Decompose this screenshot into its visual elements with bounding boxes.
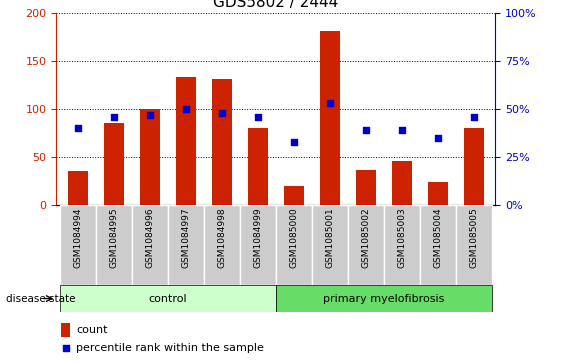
Bar: [420, 205, 456, 285]
Bar: [132, 205, 168, 285]
Bar: [384, 205, 420, 285]
Bar: [104, 123, 124, 205]
Text: GSM1084998: GSM1084998: [217, 208, 226, 268]
Bar: [464, 128, 484, 205]
Bar: [456, 205, 492, 285]
Point: [217, 110, 226, 116]
Point: [470, 114, 479, 119]
Point: [434, 135, 443, 140]
Text: GSM1085000: GSM1085000: [289, 208, 298, 268]
Bar: [248, 128, 268, 205]
Text: GSM1085001: GSM1085001: [325, 208, 334, 268]
Bar: [61, 323, 70, 337]
Text: GSM1085002: GSM1085002: [361, 208, 370, 268]
Text: GSM1084999: GSM1084999: [253, 208, 262, 268]
Point: [73, 125, 82, 131]
Bar: [428, 182, 448, 205]
Text: GSM1084997: GSM1084997: [181, 208, 190, 268]
Bar: [348, 205, 384, 285]
Bar: [212, 79, 232, 205]
Text: GSM1085003: GSM1085003: [397, 208, 406, 268]
Bar: [356, 170, 376, 205]
Bar: [240, 205, 276, 285]
Text: disease state: disease state: [6, 294, 75, 303]
Text: GSM1084994: GSM1084994: [73, 208, 82, 268]
Bar: [276, 205, 312, 285]
Bar: [176, 77, 196, 205]
Text: GSM1085004: GSM1085004: [434, 208, 443, 268]
Point: [253, 114, 262, 119]
Title: GDS5802 / 2444: GDS5802 / 2444: [213, 0, 338, 10]
Bar: [392, 161, 412, 205]
Point: [397, 127, 406, 133]
Bar: [140, 109, 160, 205]
Text: GSM1084995: GSM1084995: [109, 208, 118, 268]
Point: [109, 114, 118, 119]
Text: GSM1085005: GSM1085005: [470, 208, 479, 268]
Point: [361, 127, 370, 133]
Bar: [276, 285, 492, 312]
Point: [325, 100, 334, 106]
Text: percentile rank within the sample: percentile rank within the sample: [76, 343, 264, 353]
Bar: [68, 171, 88, 205]
Bar: [60, 285, 276, 312]
Bar: [312, 205, 348, 285]
Point: [61, 345, 70, 351]
Bar: [96, 205, 132, 285]
Point: [181, 106, 190, 112]
Bar: [60, 205, 96, 285]
Point: [145, 112, 154, 118]
Text: count: count: [76, 325, 108, 335]
Bar: [320, 31, 339, 205]
Bar: [284, 186, 304, 205]
Text: primary myelofibrosis: primary myelofibrosis: [323, 294, 445, 303]
Bar: [204, 205, 240, 285]
Point: [289, 139, 298, 144]
Text: GSM1084996: GSM1084996: [145, 208, 154, 268]
Text: control: control: [149, 294, 187, 303]
Bar: [168, 205, 204, 285]
